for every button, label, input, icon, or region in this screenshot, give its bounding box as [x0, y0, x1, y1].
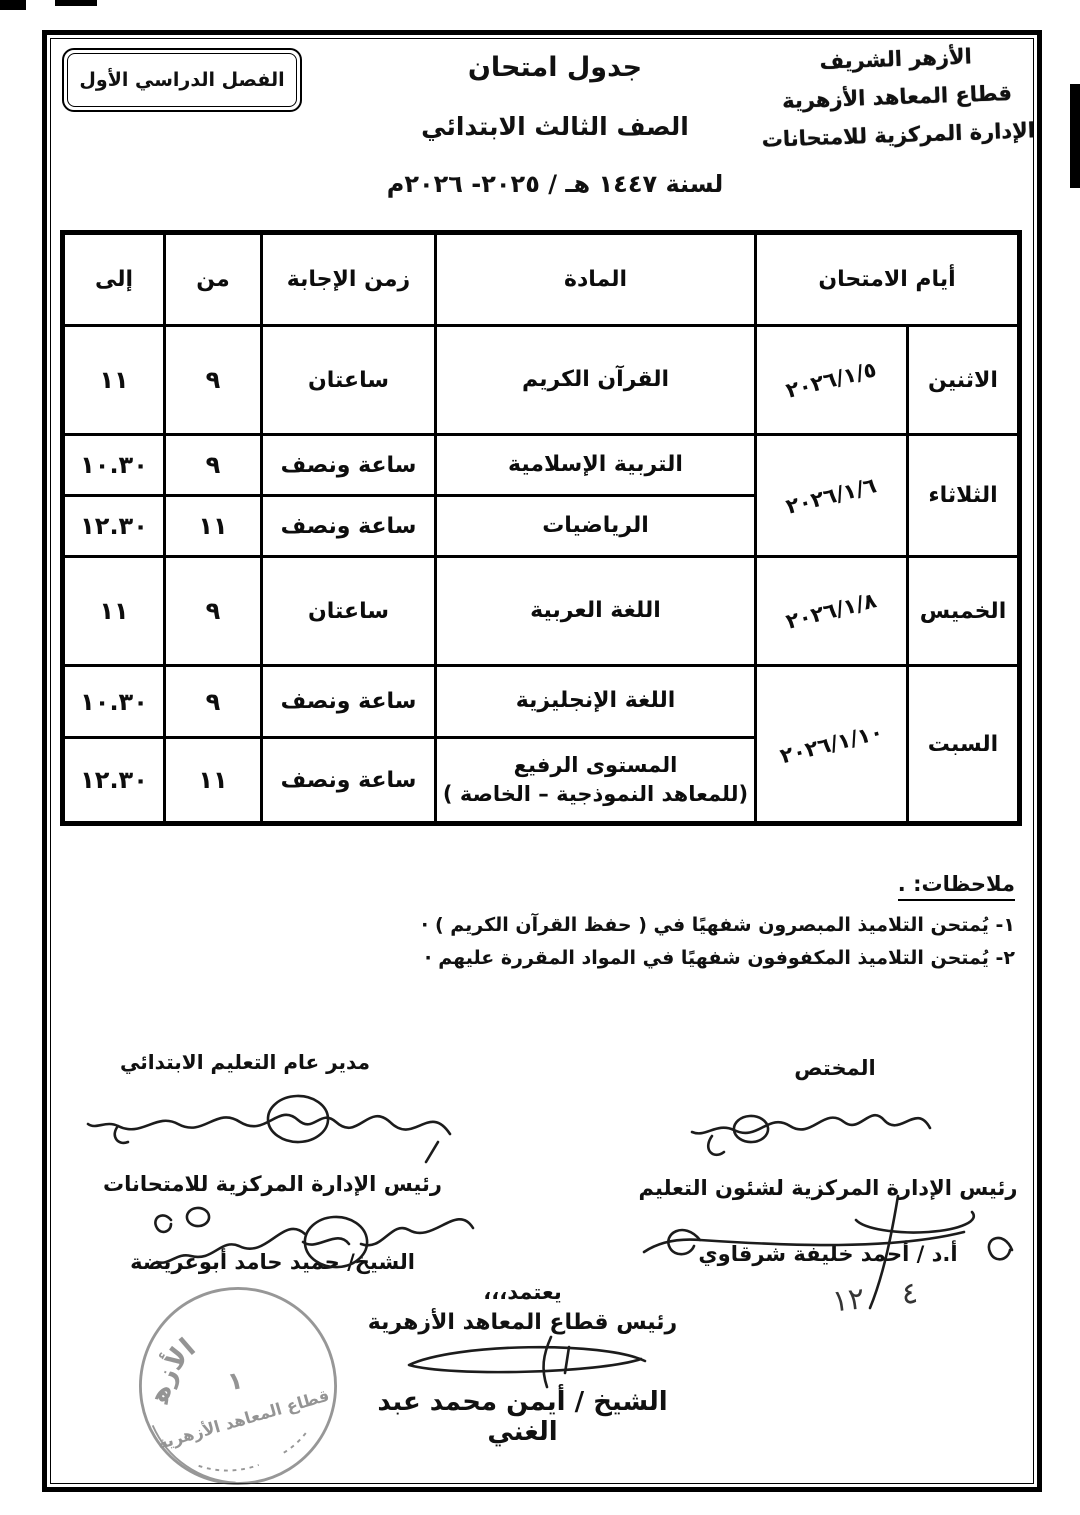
- cell-duration: ساعتان: [260, 324, 437, 436]
- director-general-title: مدير عام التعليم الابتدائي: [119, 1050, 370, 1074]
- cell-duration: ساعة ونصف: [260, 736, 437, 825]
- cell-date: ٢٠٢٦/١/٨: [754, 555, 909, 667]
- stamp-text-middle: قطاع المعاهد الأزهرية: [155, 1385, 331, 1453]
- sector-head-title: رئيس قطاع المعاهد الأزهرية: [367, 1310, 678, 1335]
- cell-from: ٩: [163, 324, 263, 436]
- cell-subject: المستوى الرفيع (للمعاهد النموذجية – الخا…: [434, 736, 757, 825]
- cell-subject: التربية الإسلامية: [434, 433, 757, 497]
- cell-from: ٩: [163, 555, 263, 667]
- scan-artifact: [1070, 84, 1080, 188]
- table-row: السبت ٢٠٢٦/١/١٠ اللغة الإنجليزية ساعة ون…: [61, 664, 1021, 825]
- signature-sector-head: [407, 1335, 646, 1389]
- cell-day: الاثنين: [906, 324, 1021, 436]
- col-header-subject: المادة: [434, 231, 757, 327]
- cell-from: ٩: [163, 664, 263, 739]
- table-row: الخميس ٢٠٢٦/١/٨ اللغة العربية ساعتان ٩ ١…: [61, 555, 1021, 667]
- signature-exams-head: [154, 1206, 475, 1269]
- table-row: الاثنين ٢٠٢٦/١/٥ القرآن الكريم ساعتان ٩ …: [61, 324, 1021, 436]
- cell-to: ١٢.٣٠: [61, 494, 166, 558]
- table-row: الثلاثاء ٢٠٢٦/١/٦ التربية الإسلامية ساعة…: [61, 433, 1021, 558]
- cell-subject: اللغة الإنجليزية: [434, 664, 757, 739]
- table-row: المستوى الرفيع (للمعاهد النموذجية – الخا…: [61, 736, 1020, 825]
- col-header-exam-days: أيام الامتحان: [754, 231, 1021, 327]
- cell-duration: ساعة ونصف: [260, 494, 437, 558]
- approval-block: يعتمد،،، رئيس قطاع المعاهد الأزهرية الشي…: [350, 1280, 695, 1447]
- grade-title: الصف الثالث الابتدائي: [421, 112, 689, 141]
- cell-duration: ساعة ونصف: [260, 664, 437, 739]
- page-title: جدول امتحان: [467, 52, 643, 83]
- letterhead: الأزهر الشريف قطاع المعاهد الأزهرية الإد…: [750, 35, 1044, 159]
- cell-to: ١١: [61, 324, 166, 436]
- education-head-title: رئيس الإدارة المركزية لشئون التعليم: [638, 1176, 1018, 1200]
- col-header-to: إلى: [61, 231, 166, 327]
- cell-to: ١٠.٣٠: [61, 433, 166, 497]
- approval-word: يعتمد،،،: [483, 1280, 562, 1304]
- official-stamp: الأزهر ١ قطاع المعاهد الأزهرية: [111, 1259, 337, 1485]
- exams-head-name: الشيخ/ حميد حامد أبوعريضة: [130, 1250, 415, 1274]
- exams-head-title: رئيس الإدارة المركزية للامتحانات: [103, 1172, 442, 1196]
- exam-schedule-table: أيام الامتحان المادة زمن الإجابة من إلى …: [60, 230, 1022, 826]
- signature-education-head: [642, 1194, 1014, 1310]
- cell-date: ٢٠٢٦/١/١٠: [754, 664, 909, 825]
- note-item: ٢- يُمتحن التلاميذ المكفوفون شفهيًا في ا…: [424, 947, 1015, 970]
- note-item: ١- يُمتحن التلاميذ المبصرون شفهيًا في ( …: [421, 914, 1015, 936]
- cell-day: الخميس: [906, 555, 1021, 667]
- signature-specialist: [690, 1113, 932, 1157]
- cell-from: ١١: [163, 494, 263, 558]
- cell-day: السبت: [906, 664, 1021, 825]
- page-border-frame: [42, 30, 1042, 1492]
- specialist-title: المختص: [794, 1056, 876, 1080]
- cell-subject: الرياضيات: [434, 494, 757, 558]
- cell-subject: اللغة العربية: [434, 555, 757, 667]
- cell-to: ١٢.٣٠: [61, 736, 166, 825]
- semester-badge: الفصل الدراسي الأول: [62, 48, 302, 112]
- semester-badge-label: الفصل الدراسي الأول: [79, 69, 285, 91]
- date-text: ٢٠٢٦/١/٦: [783, 472, 880, 519]
- cell-from: ٩: [163, 433, 263, 497]
- table-row: الرياضيات ساعة ونصف ١١ ١٢.٣٠: [61, 494, 1020, 558]
- notes-title: ملاحظات: .: [897, 872, 1015, 901]
- cell-day: الثلاثاء: [906, 433, 1021, 558]
- cell-subject: القرآن الكريم: [434, 324, 757, 436]
- year-line: لسنة ١٤٤٧ هـ / ٢٠٢٥- ٢٠٢٦م: [386, 170, 724, 198]
- cell-from: ١١: [163, 736, 263, 825]
- date-text: ٢٠٢٦/١/١٠: [777, 719, 886, 769]
- scan-artifact: [0, 0, 26, 10]
- date-text: ٢٠٢٦/١/٥: [783, 357, 880, 403]
- col-header-from: من: [163, 231, 263, 327]
- date-text: ٢٠٢٦/١/٨: [783, 588, 880, 634]
- col-header-duration: زمن الإجابة: [260, 231, 437, 327]
- scan-artifact: [55, 0, 97, 6]
- cell-date: ٢٠٢٦/١/٥: [754, 324, 909, 436]
- cell-date: ٢٠٢٦/١/٦: [754, 433, 909, 558]
- cell-duration: ساعة ونصف: [260, 433, 437, 497]
- signature-director-general: [86, 1094, 452, 1164]
- stamp-text-center: ١: [225, 1365, 245, 1396]
- cell-to: ١٠.٣٠: [61, 664, 166, 739]
- notes-section: ملاحظات: . ١- يُمتحن التلاميذ المبصرون ش…: [370, 872, 1015, 976]
- cell-to: ١١: [61, 555, 166, 667]
- cell-duration: ساعتان: [260, 555, 437, 667]
- sector-head-name: الشيخ / أيمن محمد عبد الغني: [377, 1387, 668, 1447]
